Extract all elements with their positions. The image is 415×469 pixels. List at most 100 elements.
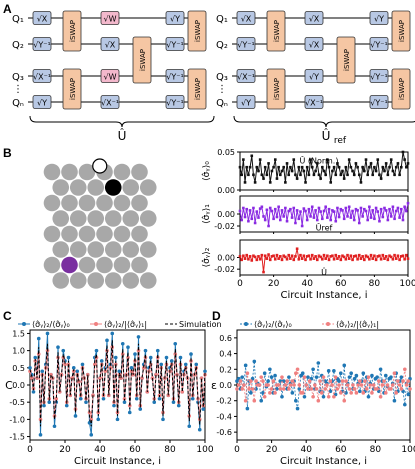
trace-point xyxy=(394,165,398,169)
series-point xyxy=(242,383,246,387)
series-point xyxy=(257,383,262,387)
trace-point xyxy=(263,254,267,258)
series-point xyxy=(347,387,352,391)
trace-annotation: Ûref xyxy=(316,222,333,233)
gate-label: √X⁻¹ xyxy=(33,73,51,82)
gate-label: √Y⁻¹ xyxy=(370,99,387,108)
atom xyxy=(131,163,148,181)
trace-point xyxy=(406,162,410,165)
trace-point xyxy=(265,208,269,212)
trace-point xyxy=(336,162,339,165)
trace-point xyxy=(307,254,311,258)
trace-point xyxy=(341,169,344,173)
series-point xyxy=(61,348,66,353)
trace-point xyxy=(401,218,405,222)
series-point xyxy=(361,371,366,376)
iswap-label: iSWAP xyxy=(343,49,351,71)
series-point xyxy=(390,383,395,387)
series-point xyxy=(347,375,352,379)
series-point xyxy=(266,379,270,383)
trace-point xyxy=(258,158,262,161)
series-point xyxy=(201,407,206,411)
trace-point xyxy=(393,173,396,177)
trace-point xyxy=(359,181,363,184)
trace-point xyxy=(321,217,324,221)
trace-point xyxy=(379,207,383,211)
trace-point xyxy=(337,215,341,219)
series-point xyxy=(316,398,321,403)
atom xyxy=(96,225,113,243)
qubit-dots: ⋮ xyxy=(13,84,23,95)
series-point xyxy=(187,424,192,429)
trace-point xyxy=(250,217,254,221)
series-point xyxy=(238,379,243,383)
series-point xyxy=(375,387,379,391)
series-point xyxy=(236,383,241,387)
trace-point xyxy=(275,177,279,180)
atom xyxy=(69,241,87,258)
series-point xyxy=(292,383,296,387)
xtick-label: 60 xyxy=(129,445,141,455)
trace-point xyxy=(287,209,291,213)
trace-point xyxy=(245,253,249,257)
trace-point xyxy=(282,215,285,218)
series-point xyxy=(314,375,319,379)
trace-point xyxy=(334,253,338,257)
single-qubit-gate xyxy=(236,69,256,83)
trace-point xyxy=(403,205,406,209)
brace xyxy=(29,115,215,128)
single-qubit-gate xyxy=(165,69,185,83)
trace-point xyxy=(294,173,297,177)
ytick-label: -0.02 xyxy=(214,222,235,231)
series-point xyxy=(73,414,78,418)
iswap-label: iSWAP xyxy=(194,20,202,42)
trace-point xyxy=(376,158,380,161)
xtick-label: 0 xyxy=(234,445,240,455)
trace-point xyxy=(394,257,398,260)
series-point xyxy=(89,433,94,437)
series-point xyxy=(401,379,405,383)
single-qubit-gate xyxy=(369,11,389,25)
series-point xyxy=(243,363,248,368)
trace-point xyxy=(349,165,353,169)
trace-point xyxy=(260,253,264,257)
trace-point xyxy=(275,215,279,219)
trace-point xyxy=(305,255,309,258)
trace-point xyxy=(342,255,346,259)
trace-point xyxy=(401,150,405,154)
trace-point xyxy=(389,255,393,259)
series-point xyxy=(399,375,404,379)
trace-point xyxy=(277,165,280,169)
series-point xyxy=(304,383,309,387)
ytick-label: -1.5 xyxy=(9,433,25,442)
trace-point xyxy=(366,173,369,177)
trace-point xyxy=(248,209,252,212)
trace-point xyxy=(255,258,259,262)
atom xyxy=(139,210,157,227)
xtick-label: 80 xyxy=(164,445,176,455)
trace-point xyxy=(332,165,336,169)
ytick-label: -0.6 xyxy=(216,428,232,437)
trace-point xyxy=(290,169,294,173)
trace-point xyxy=(317,173,321,177)
series-point xyxy=(38,417,43,422)
trace-point xyxy=(376,255,380,258)
series-point xyxy=(194,362,199,367)
trace-point xyxy=(272,254,275,258)
series-point xyxy=(203,369,207,374)
atom xyxy=(69,272,87,289)
trace-point xyxy=(384,255,388,258)
series-point xyxy=(197,427,202,432)
trace-point xyxy=(391,257,395,261)
series-point xyxy=(112,403,116,408)
trace-point xyxy=(315,162,319,165)
series-point xyxy=(294,371,298,376)
atom xyxy=(69,179,87,196)
series-point xyxy=(252,359,257,364)
trace-point xyxy=(405,253,408,257)
trace-point xyxy=(344,165,348,169)
series-point xyxy=(300,371,305,376)
trace-point xyxy=(351,258,354,262)
atom xyxy=(43,256,61,274)
series-point xyxy=(133,352,137,356)
